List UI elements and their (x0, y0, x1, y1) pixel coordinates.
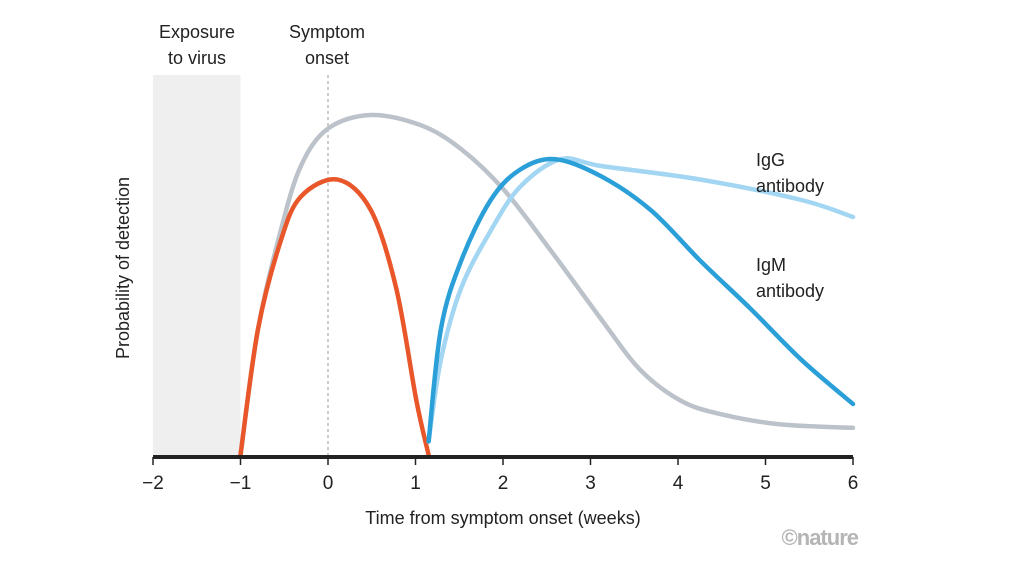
x-tick-label: −2 (142, 473, 164, 494)
x-ticks: −2 −1 0 1 2 3 4 5 6 (142, 457, 858, 494)
onset-label-line1: Symptom (289, 22, 365, 42)
series-line-igm-antibody (426, 156, 856, 444)
series-line-igg-antibody (426, 156, 856, 444)
exposure-period-shading (153, 75, 241, 455)
series-line-orange (238, 177, 431, 458)
nature-credit: ©nature (782, 525, 859, 550)
x-tick-label: 2 (498, 473, 509, 494)
exposure-label-line2: to virus (168, 48, 226, 68)
x-tick-label: −1 (230, 473, 252, 494)
x-tick-label: 3 (585, 473, 596, 494)
series-lines (238, 112, 856, 458)
x-axis-label: Time from symptom onset (weeks) (365, 508, 640, 528)
onset-label-line2: onset (305, 48, 349, 68)
igm-label-line2: antibody (756, 281, 824, 301)
igg-label-line2: antibody (756, 176, 824, 196)
exposure-label-line1: Exposure (159, 22, 235, 42)
series-line-grey (238, 112, 856, 458)
igg-label-line1: IgG (756, 150, 785, 170)
x-tick-label: 4 (673, 473, 684, 494)
x-tick-label: 5 (760, 473, 771, 494)
x-tick-label: 6 (848, 473, 859, 494)
y-axis-label: Probability of detection (113, 177, 133, 359)
igm-label-line1: IgM (756, 255, 786, 275)
x-tick-label: 1 (410, 473, 421, 494)
x-tick-label: 0 (323, 473, 334, 494)
